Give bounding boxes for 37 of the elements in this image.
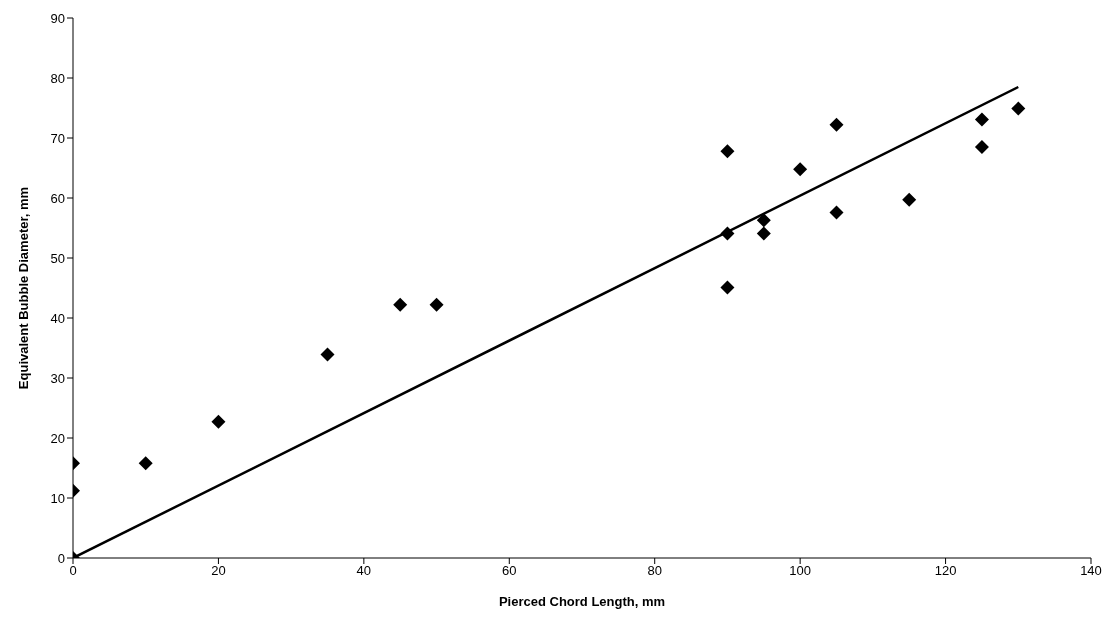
x-tick-label: 120 (934, 563, 957, 579)
x-tick-label: 60 (502, 563, 517, 579)
y-tick-label: 0 (57, 550, 65, 566)
point (756, 226, 771, 241)
x-tick-label: 40 (356, 563, 372, 579)
y-tick-label: 90 (50, 10, 65, 26)
x-tick-label: 0 (69, 563, 77, 579)
y-tick-label: 30 (50, 370, 65, 386)
point (720, 226, 735, 241)
x-tick-label: 20 (211, 563, 226, 579)
point (211, 414, 226, 429)
y-tick-label: 80 (50, 70, 65, 86)
point (720, 280, 735, 295)
point (393, 297, 408, 312)
y-tick-label: 10 (50, 490, 65, 506)
point (429, 297, 444, 312)
point (793, 162, 808, 177)
y-axis-title: Equivalent Bubble Diameter, mm (15, 186, 31, 390)
y-tick-label: 50 (50, 250, 65, 266)
x-tick-label: 140 (1080, 563, 1102, 579)
x-tick-label: 100 (789, 563, 811, 579)
x-axis-title: Pierced Chord Length, mm (498, 594, 666, 609)
point (320, 347, 335, 362)
point (756, 213, 771, 228)
y-tick-label: 60 (50, 190, 65, 206)
point (829, 117, 844, 132)
point (829, 205, 844, 220)
point (974, 140, 989, 154)
point (720, 144, 735, 159)
point (1011, 101, 1026, 116)
point (138, 456, 153, 471)
y-tick-label: 20 (50, 430, 65, 446)
x-tick-label: 80 (647, 563, 662, 579)
point (902, 192, 917, 207)
point (974, 112, 989, 127)
y-tick-label: 40 (50, 310, 65, 326)
y-tick-label: 70 (50, 130, 65, 146)
